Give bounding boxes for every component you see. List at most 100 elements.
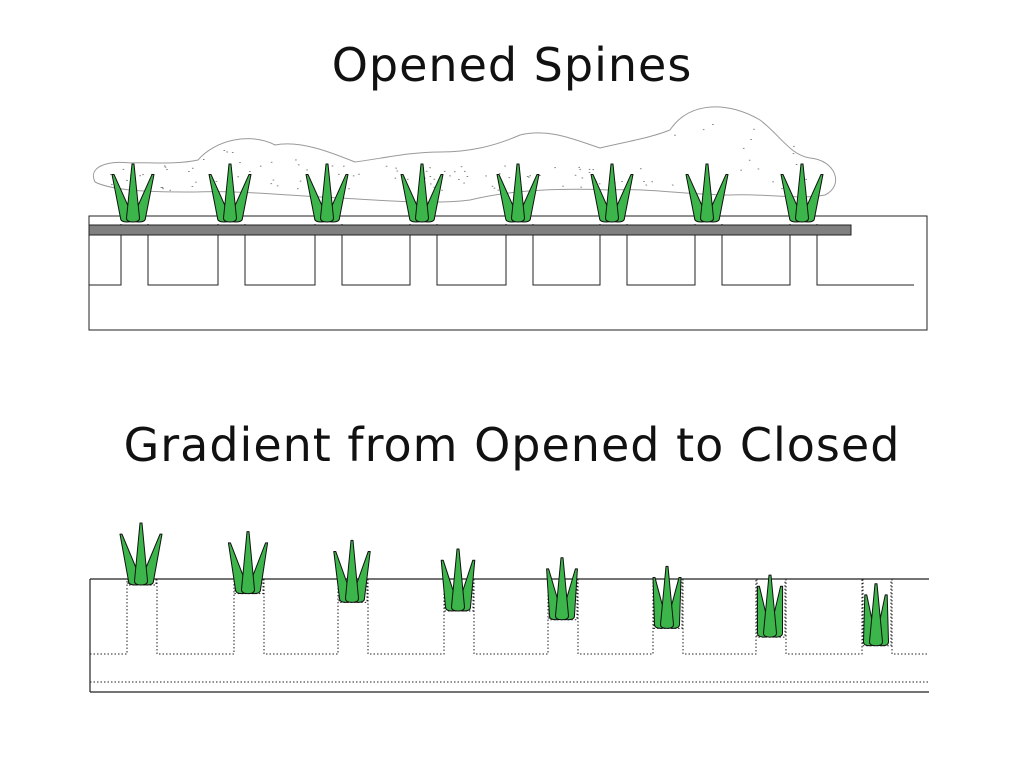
- material-particle: [385, 165, 388, 167]
- spine: [685, 163, 729, 223]
- spine: [305, 163, 349, 223]
- opened-spines-section: [88, 106, 928, 331]
- material-particle: [466, 176, 469, 177]
- material-particle: [297, 188, 299, 190]
- material-particle: [449, 175, 451, 177]
- material-particle: [651, 181, 653, 183]
- material-particle: [781, 188, 783, 190]
- material-particle: [539, 175, 541, 176]
- spine: [333, 539, 371, 603]
- bay-wall: [89, 224, 122, 286]
- material-particle: [529, 175, 531, 177]
- bottom-spines: [119, 522, 889, 647]
- spine-leaf: [223, 163, 237, 223]
- bay-wall: [156, 579, 235, 655]
- spine: [440, 548, 476, 612]
- bay-wall: [721, 224, 791, 286]
- bay-wall: [626, 224, 696, 286]
- material-particle: [528, 176, 530, 178]
- material-particle: [805, 178, 807, 180]
- material-particle: [508, 177, 511, 179]
- spine: [496, 163, 540, 223]
- material-particle: [795, 164, 798, 165]
- material-particle: [581, 177, 584, 179]
- spine: [590, 163, 634, 223]
- spine-leaf: [511, 163, 525, 223]
- material-particle: [394, 177, 397, 179]
- spine-leaf: [605, 163, 619, 223]
- spine-leaf: [451, 548, 465, 612]
- material-particle: [526, 176, 529, 177]
- material-particle: [111, 183, 113, 185]
- spine-leaf: [869, 583, 883, 647]
- material-particle: [226, 151, 228, 153]
- material-particle: [215, 180, 218, 182]
- material-particle: [295, 159, 297, 161]
- spine-leaf: [134, 522, 148, 586]
- bay-wall: [436, 224, 507, 286]
- material-particle: [425, 170, 428, 172]
- material-particle: [579, 168, 581, 170]
- material-particle: [202, 159, 205, 160]
- material-particle: [598, 183, 601, 185]
- material-particle: [395, 167, 397, 169]
- material-particle: [671, 184, 674, 186]
- material-particle: [299, 180, 302, 182]
- material-particle: [358, 173, 360, 175]
- material-particle: [750, 139, 752, 140]
- material-particle: [578, 166, 580, 168]
- spine-leaf: [795, 163, 809, 223]
- material-particle: [793, 145, 795, 147]
- material-particle: [645, 184, 648, 186]
- material-particle: [338, 173, 340, 175]
- material-particle: [748, 159, 751, 161]
- material-particle: [306, 169, 308, 171]
- material-particle: [712, 124, 714, 125]
- material-particle: [169, 189, 171, 191]
- material-particle: [433, 178, 436, 180]
- material-particle: [430, 183, 432, 185]
- material-particle: [188, 171, 190, 172]
- bay-wall: [263, 579, 339, 655]
- material-particle: [270, 183, 273, 185]
- spine: [111, 163, 155, 223]
- bay-wall: [577, 579, 654, 655]
- spine-leaf: [415, 163, 429, 223]
- material-particle: [352, 175, 355, 177]
- bay-wall: [244, 224, 316, 286]
- material-particle: [592, 169, 594, 171]
- material-particle: [621, 181, 623, 182]
- material-particle: [110, 174, 112, 175]
- material-particle: [164, 166, 167, 168]
- bottom-bays: [90, 579, 929, 655]
- material-particle: [192, 167, 194, 169]
- title-opened-spines: Opened Spines: [331, 38, 693, 92]
- title-gradient: Gradient from Opened to Closed: [123, 418, 901, 472]
- material-particle: [270, 161, 273, 163]
- material-particle: [588, 172, 591, 173]
- material-particle: [458, 179, 460, 180]
- material-particle: [191, 186, 194, 187]
- material-particle: [674, 134, 676, 136]
- material-particle: [406, 178, 409, 180]
- material-particle: [792, 153, 795, 155]
- spine-leaf: [660, 565, 674, 629]
- spine-leaf: [241, 531, 255, 595]
- spine: [652, 565, 682, 629]
- material-particle: [272, 179, 275, 181]
- spine: [780, 163, 824, 223]
- material-particle: [640, 168, 642, 170]
- bay-wall: [785, 579, 863, 655]
- gradient-section: [89, 522, 929, 693]
- material-particle: [162, 188, 164, 190]
- material-particle: [429, 167, 431, 169]
- spine: [400, 163, 444, 223]
- material-particle: [504, 165, 506, 167]
- spine: [546, 557, 578, 621]
- material-particle: [429, 176, 432, 177]
- bay-wall: [816, 224, 914, 286]
- top-bays: [89, 224, 914, 286]
- material-particle: [493, 187, 496, 189]
- spine-leaf: [555, 557, 569, 621]
- material-particle: [562, 185, 564, 187]
